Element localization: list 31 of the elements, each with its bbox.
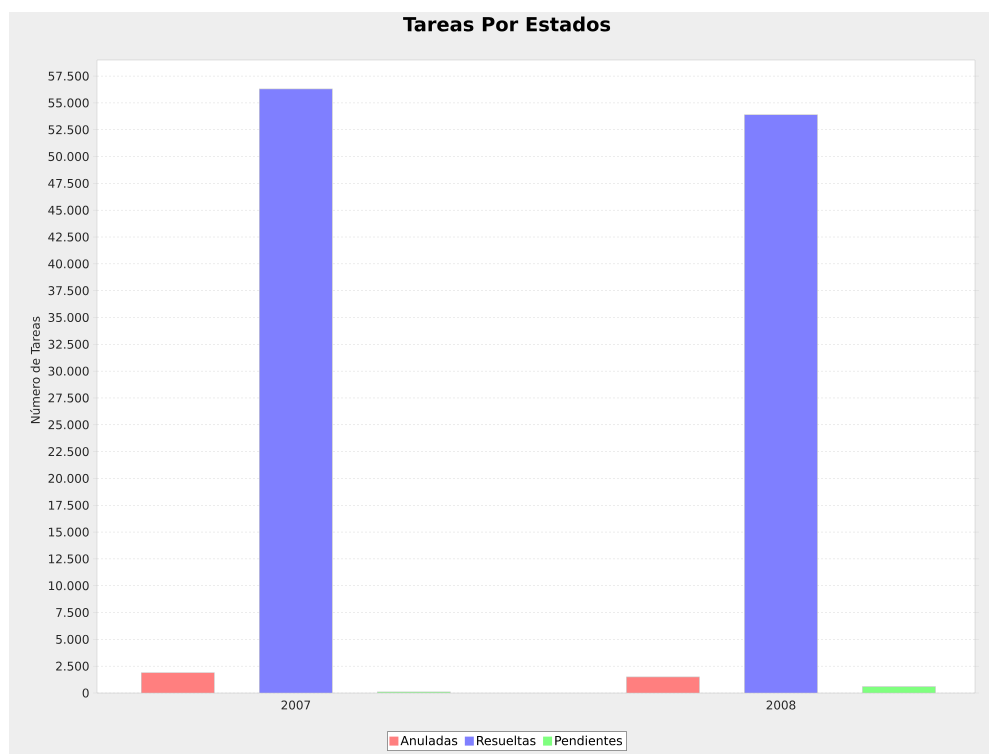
y-tick-label: 27.500 (48, 393, 89, 402)
x-tick-label: 2007 (282, 700, 310, 710)
legend-label: Pendientes (555, 736, 622, 746)
y-tick-label: 17.500 (48, 500, 89, 510)
y-tick-label: 37.500 (48, 286, 89, 296)
y-tick-label: 12.500 (48, 554, 89, 564)
y-tick-label: 2.500 (56, 662, 89, 671)
y-tick-label: 32.500 (48, 340, 89, 349)
chart-title: Tareas Por Estados (403, 16, 610, 32)
y-tick-label: 20.000 (48, 474, 89, 483)
y-axis-title: Número de Tareas (30, 316, 40, 424)
y-tick-label: 10.000 (48, 581, 89, 590)
legend-label: Anuladas (400, 736, 458, 746)
y-tick-label: 7.500 (56, 608, 89, 618)
y-tick-label: 55.000 (48, 98, 89, 108)
x-tick-label: 2008 (766, 700, 796, 710)
y-tick-label: 57.500 (48, 72, 89, 81)
y-tick-label: 40.000 (48, 259, 89, 268)
y-tick-label: 22.500 (48, 447, 89, 456)
y-tick-label: 25.000 (48, 420, 89, 430)
y-tick-label: 15.000 (48, 528, 89, 537)
y-tick-label: 50.000 (48, 152, 89, 162)
y-tick-label: 5.000 (56, 634, 89, 644)
y-tick-label: 42.500 (48, 232, 89, 242)
y-tick-label: 52.500 (48, 125, 89, 134)
y-tick-label: 0 (82, 688, 89, 698)
y-tick-label: 45.000 (48, 206, 89, 215)
y-tick-label: 30.000 (48, 366, 89, 376)
y-tick-label: 47.500 (48, 178, 89, 188)
legend-label: Resueltas (477, 736, 536, 746)
y-tick-label: 35.000 (48, 312, 89, 322)
